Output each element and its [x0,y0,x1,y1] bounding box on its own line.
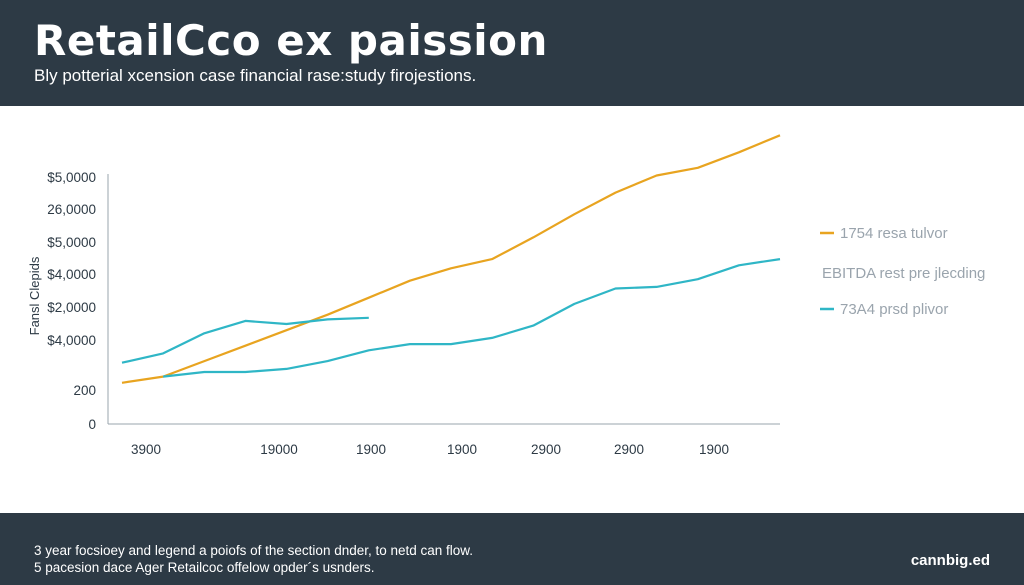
series-line-orange [121,134,781,384]
footer-note-line-1: 3 year focsioey and legend a poiofs of t… [34,543,474,558]
x-tick-label: 1900 [356,442,386,457]
legend-label: 73A4 prsd plivor [840,301,948,318]
y-tick-label: $2,0000 [47,300,96,315]
y-tick-label: $5,0000 [47,170,96,185]
x-tick-label: 2900 [614,442,644,457]
y-tick-label: 26,0000 [47,202,96,217]
series-line-teal-early [121,316,369,364]
y-tick-label: $4,0000 [47,333,96,348]
y-tick-label: 200 [73,383,96,398]
footer-banner: 3 year focsioey and legend a poiofs of t… [0,513,1024,585]
x-tick-label: 1900 [699,442,729,457]
brand-label: cannbig.ed [910,552,990,569]
x-tick-label: 19000 [260,442,298,457]
x-tick-label: 3900 [131,442,161,457]
y-tick-label: 0 [88,417,96,432]
header-banner: RetailCco ex paission Bly potterial xcen… [0,0,1024,106]
series-line-teal [162,258,781,378]
x-tick-label: 2900 [531,442,561,457]
line-chart: 0 200 $4,0000 $2,0000 $4,0000 $5,0000 26,0000 $… [27,134,985,457]
legend-label: 1754 resa tulvor [840,225,948,242]
x-tick-label: 1900 [447,442,477,457]
page-subtitle: Bly potterial xcension case financial ra… [34,66,477,85]
page-title: RetailCco ex paission [34,16,548,65]
y-axis-title: Fansl Clepids [27,256,42,335]
y-tick-label: $5,0000 [47,235,96,250]
y-tick-label: $4,0000 [47,267,96,282]
legend-label: EBITDA rest pre jlecding [822,265,985,282]
footer-note-line-2: 5 pacesion dace Ager Retailcoc offelow o… [34,560,375,575]
